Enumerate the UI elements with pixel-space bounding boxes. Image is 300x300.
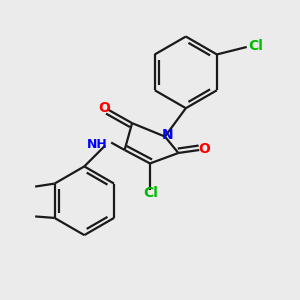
Text: O: O bbox=[198, 142, 210, 155]
Text: Cl: Cl bbox=[143, 186, 158, 200]
Text: NH: NH bbox=[87, 137, 108, 151]
Text: O: O bbox=[99, 101, 110, 115]
Text: Cl: Cl bbox=[248, 39, 263, 53]
Text: N: N bbox=[161, 128, 173, 142]
